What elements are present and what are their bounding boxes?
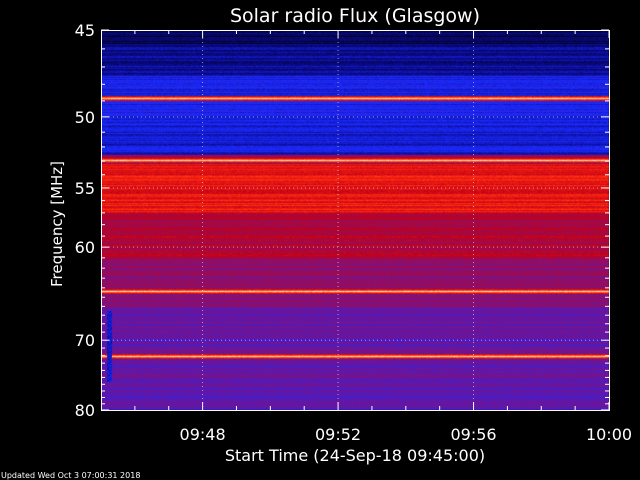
grid-lines xyxy=(101,30,609,410)
y-axis-ticks: 45 50 55 60 70 80 xyxy=(75,21,609,420)
x-tick-label: 09:56 xyxy=(450,425,496,444)
x-axis-label: Start Time (24-Sep-18 09:45:00) xyxy=(225,446,485,465)
y-tick-label: 70 xyxy=(75,331,95,350)
x-tick-label: 09:52 xyxy=(315,425,361,444)
y-tick-label: 80 xyxy=(75,401,95,420)
plot-frame xyxy=(101,30,610,411)
y-tick-label: 55 xyxy=(75,179,95,198)
y-tick-label: 50 xyxy=(75,108,95,127)
y-axis-label: Frequency [MHz] xyxy=(48,161,66,287)
x-axis-ticks: 09:48 09:52 09:56 10:00 xyxy=(134,30,632,444)
y-tick-label: 60 xyxy=(75,238,95,257)
x-tick-label: 09:48 xyxy=(180,425,226,444)
x-tick-label: 10:00 xyxy=(586,425,632,444)
updated-footer: Updated Wed Oct 3 07:00:31 2018 xyxy=(1,471,140,480)
chart-title: Solar radio Flux (Glasgow) xyxy=(230,5,480,27)
y-tick-label: 45 xyxy=(75,21,95,40)
